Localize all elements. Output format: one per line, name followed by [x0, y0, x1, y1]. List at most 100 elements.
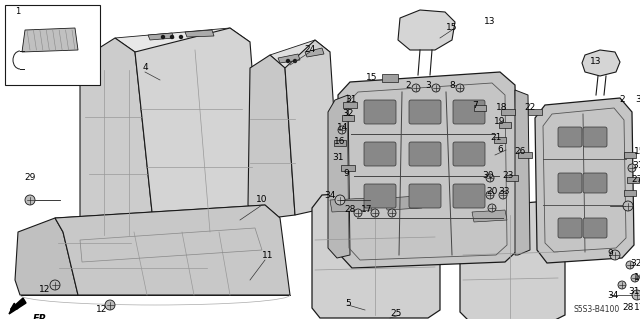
Text: 11: 11 [262, 250, 274, 259]
Circle shape [488, 204, 496, 212]
FancyBboxPatch shape [364, 142, 396, 166]
Circle shape [628, 164, 636, 172]
FancyBboxPatch shape [583, 218, 607, 238]
Circle shape [388, 209, 396, 217]
Text: 9: 9 [607, 249, 613, 257]
Text: 31: 31 [632, 160, 640, 169]
Text: 34: 34 [607, 291, 619, 300]
FancyBboxPatch shape [409, 100, 441, 124]
Text: 28: 28 [344, 205, 356, 214]
Polygon shape [582, 50, 620, 76]
Polygon shape [148, 33, 174, 40]
Circle shape [371, 209, 379, 217]
Bar [5, 5, 100, 85]
Polygon shape [528, 109, 542, 115]
Polygon shape [115, 28, 250, 52]
Circle shape [432, 84, 440, 92]
Text: 32: 32 [342, 108, 354, 117]
Circle shape [170, 35, 173, 39]
FancyBboxPatch shape [364, 184, 396, 208]
Text: 16: 16 [634, 273, 640, 283]
Polygon shape [285, 40, 340, 215]
Text: S5S3-B4100: S5S3-B4100 [573, 305, 620, 314]
Text: 1: 1 [15, 8, 20, 17]
Text: 19: 19 [494, 117, 506, 127]
FancyBboxPatch shape [453, 184, 485, 208]
Text: 2: 2 [619, 95, 625, 105]
Circle shape [287, 60, 289, 63]
Polygon shape [55, 205, 280, 232]
Circle shape [631, 274, 639, 282]
Polygon shape [338, 72, 518, 268]
Text: 7: 7 [472, 100, 478, 109]
FancyBboxPatch shape [558, 127, 582, 147]
Text: 29: 29 [24, 174, 36, 182]
FancyBboxPatch shape [583, 127, 607, 147]
Text: 15: 15 [366, 73, 378, 83]
Polygon shape [515, 90, 530, 255]
Circle shape [25, 195, 35, 205]
Text: FR.: FR. [33, 314, 51, 319]
Text: 31: 31 [628, 287, 640, 296]
Circle shape [354, 209, 362, 217]
Polygon shape [382, 74, 398, 82]
Polygon shape [270, 40, 330, 68]
Circle shape [626, 261, 634, 269]
Text: 25: 25 [390, 309, 402, 318]
Polygon shape [535, 98, 634, 263]
Circle shape [50, 280, 60, 290]
Polygon shape [343, 102, 357, 108]
Text: 23: 23 [502, 170, 514, 180]
Polygon shape [312, 188, 440, 318]
Text: 10: 10 [256, 196, 268, 204]
Text: 22: 22 [524, 103, 536, 113]
Text: 6: 6 [497, 145, 503, 154]
Text: 18: 18 [496, 103, 508, 113]
Text: 28: 28 [622, 303, 634, 313]
FancyBboxPatch shape [364, 100, 396, 124]
Text: 30: 30 [483, 170, 493, 180]
Text: 3: 3 [425, 80, 431, 90]
Text: 3: 3 [635, 95, 640, 105]
Circle shape [338, 126, 346, 134]
Text: 17: 17 [634, 303, 640, 313]
Circle shape [179, 35, 182, 39]
Polygon shape [624, 152, 636, 158]
FancyBboxPatch shape [558, 218, 582, 238]
Circle shape [161, 35, 164, 39]
Text: 21: 21 [490, 132, 502, 142]
Text: 34: 34 [324, 190, 336, 199]
Polygon shape [460, 200, 565, 319]
Polygon shape [398, 10, 455, 50]
FancyBboxPatch shape [453, 142, 485, 166]
Circle shape [632, 290, 640, 300]
Polygon shape [334, 140, 346, 146]
FancyBboxPatch shape [409, 142, 441, 166]
Text: 4: 4 [142, 63, 148, 72]
Polygon shape [185, 30, 214, 37]
Polygon shape [627, 177, 639, 183]
Text: 20: 20 [486, 188, 498, 197]
Circle shape [486, 191, 494, 199]
Circle shape [499, 191, 507, 199]
Polygon shape [501, 109, 515, 115]
Text: 13: 13 [590, 57, 602, 66]
Polygon shape [474, 105, 486, 111]
Circle shape [610, 250, 620, 260]
Polygon shape [305, 48, 324, 57]
Polygon shape [494, 137, 506, 143]
Text: 5: 5 [345, 299, 351, 308]
Text: 27: 27 [631, 175, 640, 184]
Text: 26: 26 [515, 147, 525, 157]
Text: 17: 17 [361, 205, 372, 214]
Polygon shape [506, 175, 518, 181]
Circle shape [486, 174, 494, 182]
Polygon shape [22, 28, 78, 52]
Text: 31: 31 [332, 153, 344, 162]
Text: 9: 9 [343, 168, 349, 177]
Text: 2: 2 [405, 80, 411, 90]
Polygon shape [518, 152, 532, 158]
Polygon shape [9, 298, 26, 314]
Text: 33: 33 [499, 188, 509, 197]
Circle shape [412, 84, 420, 92]
